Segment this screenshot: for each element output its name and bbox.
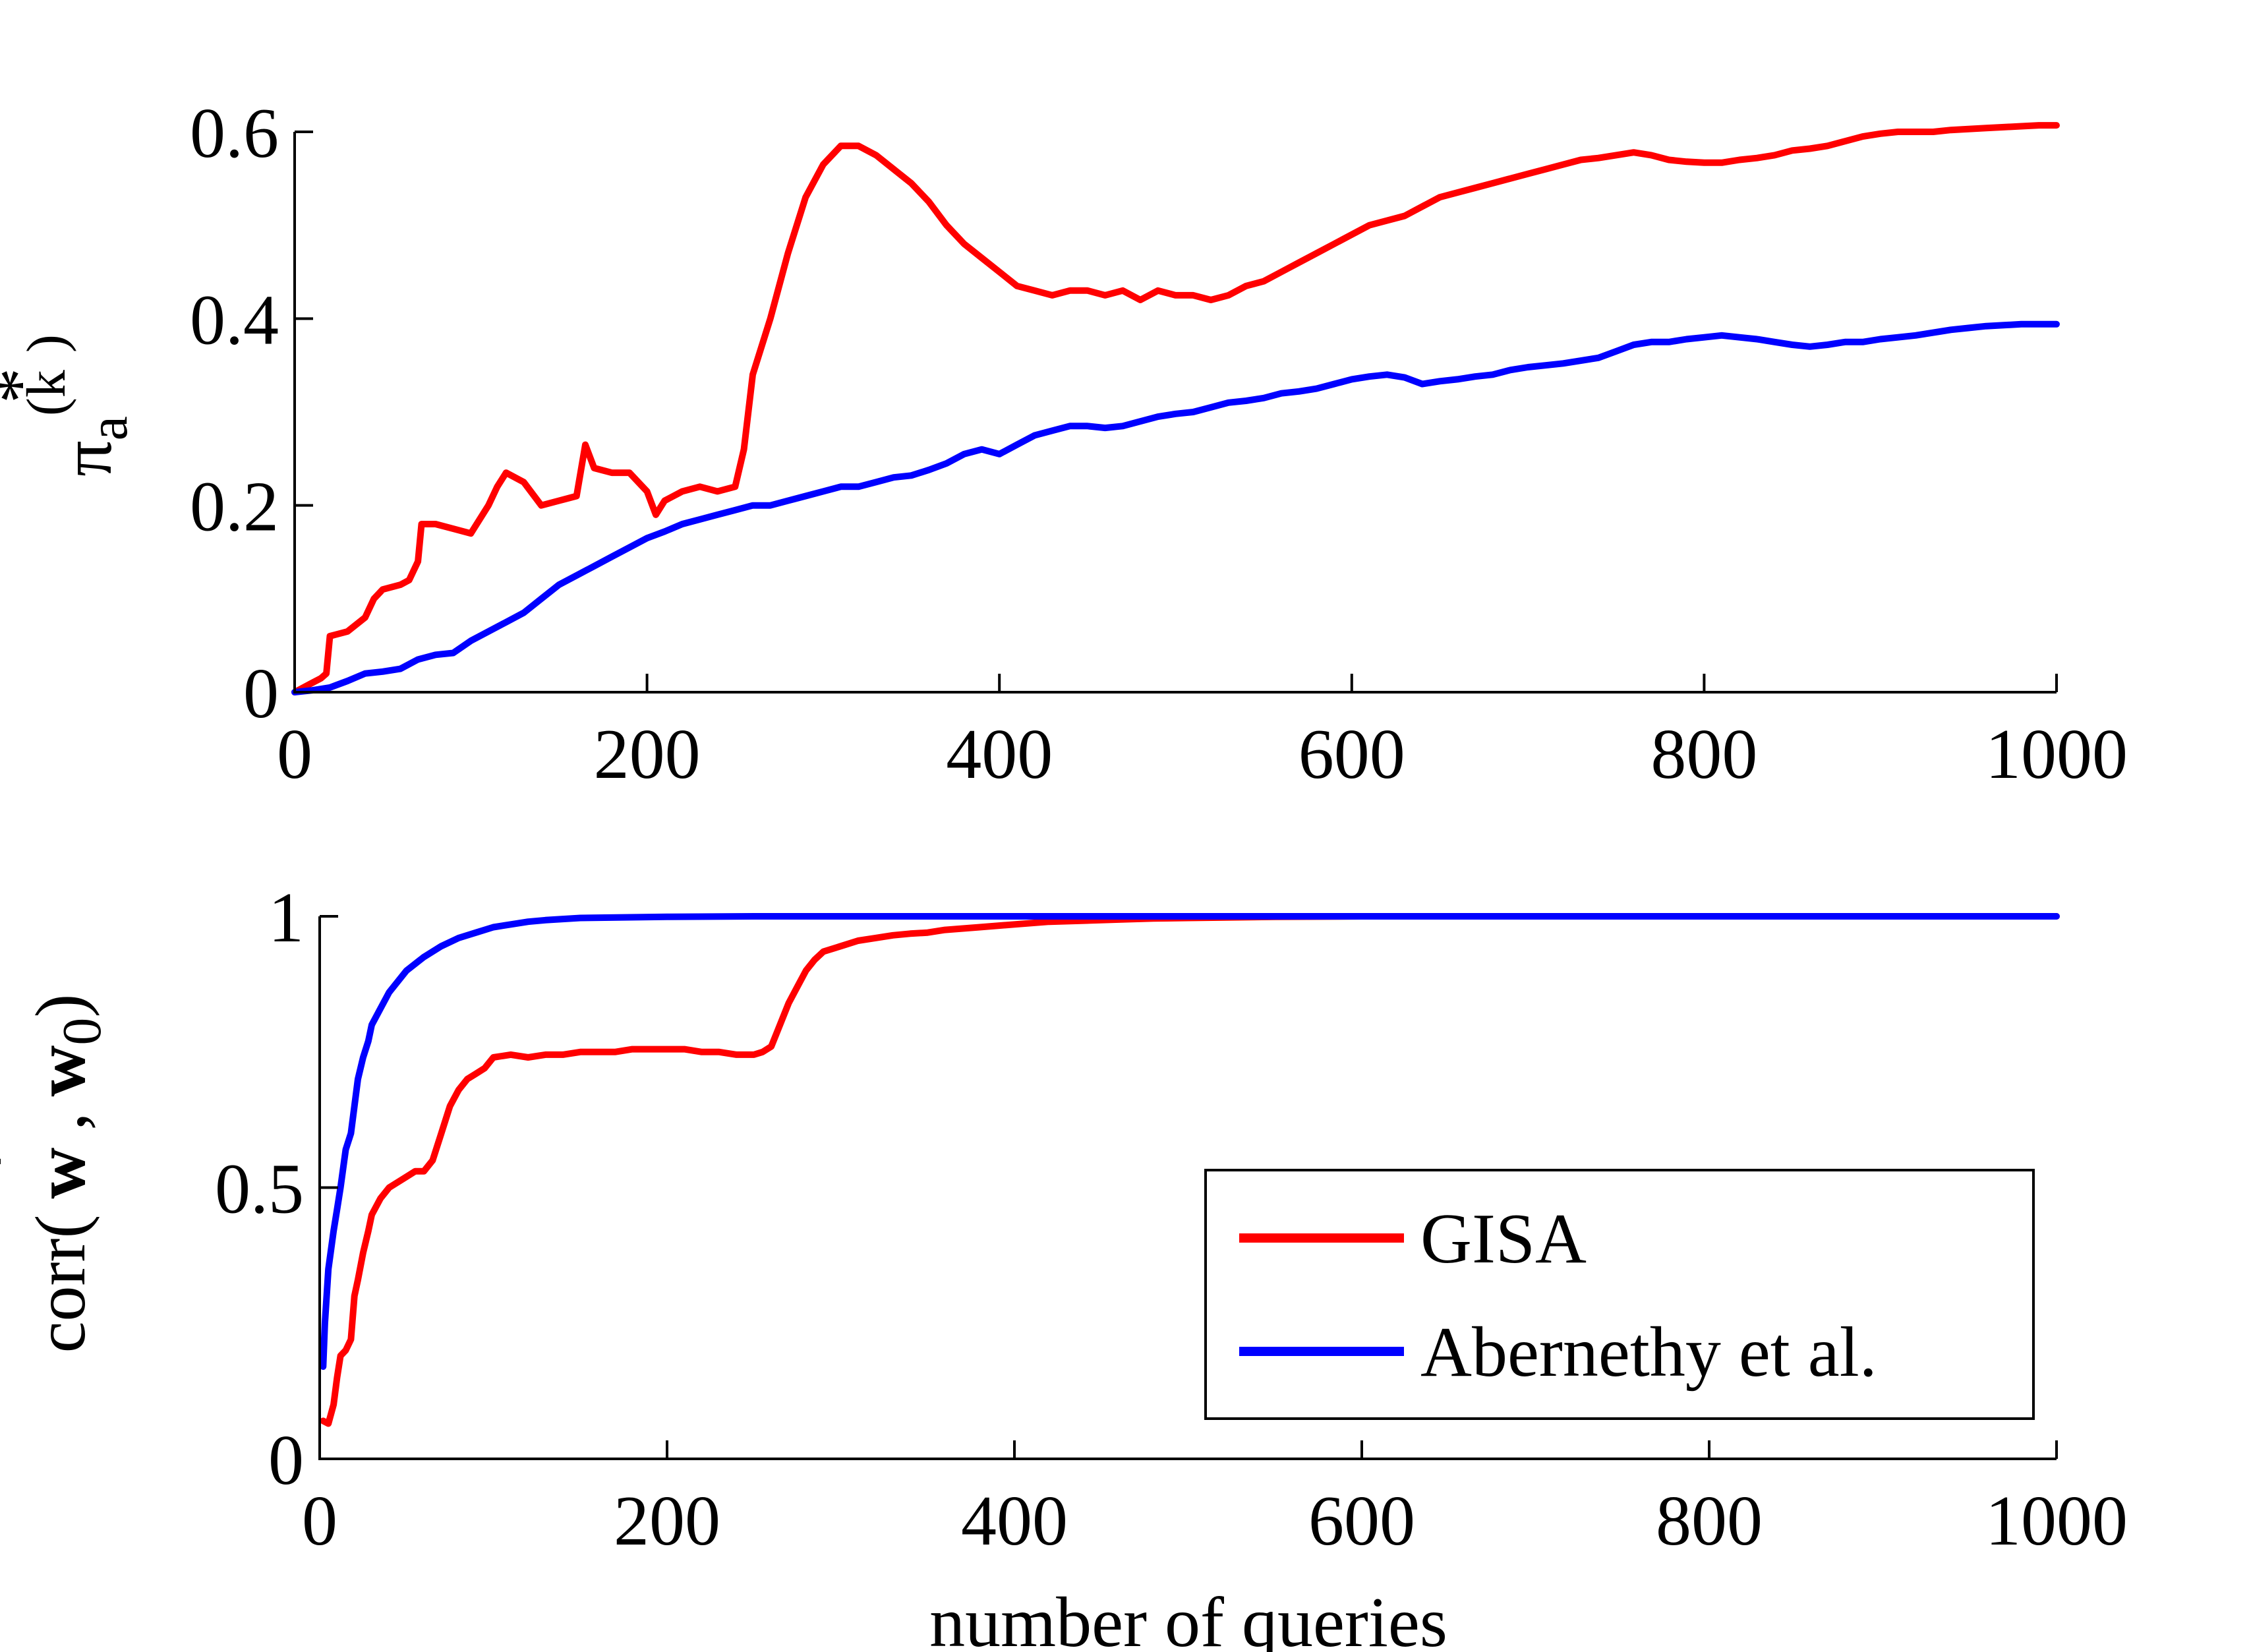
top-x-tick-label: 400 (946, 715, 1053, 794)
bottom-series-gisa-line (320, 913, 2060, 1427)
top-x-tick-label: 600 (1299, 715, 1405, 794)
ylabel-w2: w (22, 1046, 100, 1097)
ylabel-corr: corr( (22, 1215, 100, 1353)
top-y-tick-label: 0.2 (190, 468, 279, 546)
top-y-tick-label: 0.6 (190, 94, 279, 173)
top-series-gisa-line (291, 122, 2060, 695)
ylabel-pi: π (48, 440, 127, 477)
ylabel-sup-close: ) (16, 334, 77, 353)
bottom-x-axis-label: number of queries (929, 1583, 1447, 1652)
ylabel-star: * (0, 368, 59, 403)
legend: GISA Abernethy et al. (1204, 1169, 2035, 1420)
legend-label-gisa: GISA (1420, 1200, 1587, 1278)
svg-text:πa(k): πa(k) (16, 334, 139, 477)
bottom-x-tick-label: 1000 (1985, 1482, 2128, 1560)
bottom-x-tick-label: 200 (614, 1482, 720, 1560)
top-plot: 0 200 400 600 800 1000 0 0.2 0.4 0.6 πa(k) * (0, 94, 2128, 794)
top-x-tick-label: 800 (1650, 715, 1757, 794)
bottom-x-tick-label: 400 (961, 1482, 1068, 1560)
top-y-tick-label: 0.4 (190, 281, 279, 359)
bottom-y-tick-label: 0 (268, 1421, 304, 1500)
bottom-y-tick-label: 1 (268, 879, 304, 957)
ylabel-sub-0: 0 (51, 1018, 113, 1046)
top-y-tick-label: 0 (243, 655, 279, 733)
ylabel-comma: , (22, 1113, 100, 1131)
bottom-x-tick-label: 0 (302, 1482, 337, 1560)
ylabel-sub-a: a (78, 416, 139, 440)
legend-label-abernethy: Abernethy et al. (1420, 1313, 1877, 1392)
bottom-plot: 0 200 400 600 800 1000 0 0.5 1 GISA Abernethy et… (0, 879, 2128, 1652)
ylabel-w1: w (22, 1148, 100, 1199)
ylabel-star: * (0, 1144, 37, 1179)
bottom-y-tick-label: 0.5 (215, 1150, 304, 1229)
ylabel-close: ) (22, 994, 100, 1018)
ylabel-sup-k: (k (16, 370, 77, 416)
top-series-abernethy-line (291, 320, 2060, 695)
top-x-tick-label: 0 (277, 715, 312, 794)
bottom-x-tick-label: 600 (1308, 1482, 1415, 1560)
top-x-tick-label: 1000 (1985, 715, 2128, 794)
top-y-axis-label: πa(k) * (0, 334, 139, 477)
top-x-tick-label: 200 (594, 715, 701, 794)
bottom-y-axis-label: corr(w,w0) * (0, 994, 113, 1353)
bottom-x-tick-label: 800 (1656, 1482, 1763, 1560)
bottom-series-abernethy-line (320, 913, 2060, 1371)
svg-text:corr(w,w0): corr(w,w0) (22, 994, 113, 1353)
legend-box (1204, 1169, 2035, 1420)
